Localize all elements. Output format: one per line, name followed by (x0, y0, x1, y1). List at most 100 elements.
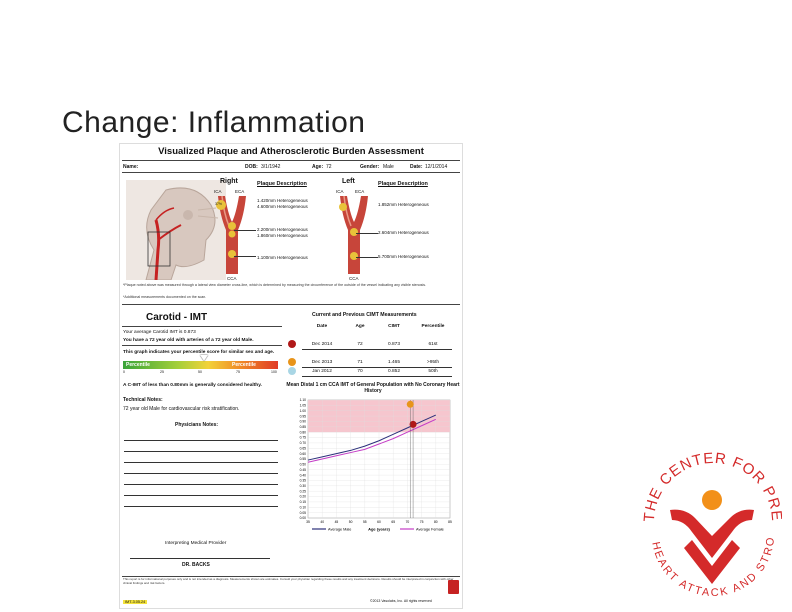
footnote-2: *Additional measurements documented on t… (123, 295, 207, 299)
technical-notes-label: Technical Notes: (123, 397, 163, 403)
y-tick-label: 0.15 (300, 500, 307, 504)
percentile-right-label: Percentile (232, 362, 256, 368)
y-tick-label: 0.20 (300, 495, 307, 499)
report-document: Visualized Plaque and Atherosclerotic Bu… (119, 143, 463, 609)
technical-notes-text: 72 year old Male for cardiovascular risk… (123, 406, 240, 412)
y-tick-label: 0.30 (300, 484, 307, 488)
name-label: Name: (123, 164, 139, 170)
report-title: Visualized Plaque and Atherosclerotic Bu… (158, 146, 424, 157)
col-age: Age (355, 324, 365, 329)
age-label: Age: (312, 164, 324, 170)
vendor-logo-icon (448, 580, 459, 594)
left-plaque-header: Plaque Description (378, 181, 428, 187)
scale-50: 50 (198, 370, 202, 374)
x-tick-label: 85 (448, 520, 452, 524)
y-tick-label: 0.55 (300, 457, 307, 461)
right-stenosis-badge: 37% (215, 202, 223, 206)
footnote-1: *Plaque noted above was measured through… (123, 283, 427, 287)
right-carotid-illustration (212, 195, 252, 274)
right-eca-label: ECA (235, 189, 245, 194)
left-eca-label: ECA (355, 189, 365, 194)
scale-25: 25 (160, 370, 164, 374)
age-value: 72 (326, 164, 332, 170)
series-line-2 (307, 418, 437, 463)
y-tick-label: 0.65 (300, 446, 307, 450)
y-tick-label: 0.35 (300, 479, 307, 483)
right-cca-label: CCA (227, 276, 237, 281)
row2-pct: >95th (426, 360, 440, 365)
y-tick-label: 0.50 (300, 463, 307, 467)
percentile-marker-icon (200, 355, 208, 361)
col-percentile: Percentile (421, 324, 445, 329)
x-tick-label: 40 (320, 520, 324, 524)
dob-label: DOB: (245, 164, 258, 170)
scale-0: 0 (123, 370, 125, 374)
col-cimt: CIMT (388, 324, 400, 329)
y-tick-label: 0.00 (300, 516, 307, 520)
healthy-threshold-note: A C-IMT of less than 0.80mm is generally… (123, 383, 262, 388)
scale-75: 75 (236, 370, 240, 374)
legend-female-label: Average Female (416, 527, 444, 531)
left-title: Left (342, 178, 355, 185)
y-tick-label: 0.10 (300, 505, 307, 509)
gender-label: Gender: (360, 164, 380, 170)
head-anatomy-illustration (126, 180, 226, 280)
measurement-dot-2 (288, 358, 296, 366)
right-title: Right (220, 178, 238, 185)
provider-name: DR. BACKS (182, 562, 210, 568)
right-plaque-3: 2.200mm Heterogeneous (257, 227, 308, 232)
measurement-dot-1 (288, 340, 296, 348)
slide-title: Change: Inflammation (62, 106, 366, 139)
logo-person-body-icon (670, 509, 754, 558)
y-tick-label: 0.90 (300, 420, 307, 424)
y-tick-label: 0.05 (300, 511, 307, 515)
date-label: Date: (410, 164, 423, 170)
x-tick-label: 70 (406, 520, 410, 524)
left-cca-label: CCA (349, 276, 359, 281)
logo-person-head (702, 490, 722, 510)
x-tick-label: 80 (434, 520, 438, 524)
row3-cimt: 0.852 (387, 369, 400, 374)
y-tick-label: 0.45 (300, 468, 307, 472)
row2-age: 71 (357, 360, 363, 365)
left-plaque-2: 2.604mm Heterogeneous (378, 230, 429, 235)
dob-value: 3/1/1942 (261, 164, 281, 170)
x-tick-label: 60 (377, 520, 381, 524)
y-tick-label: 0.75 (300, 436, 307, 440)
right-plaque-1: 1.420mm Heterogeneous (257, 198, 308, 203)
x-tick-label: 35 (306, 520, 310, 524)
right-plaque-2: 4.600mm Heterogeneous (257, 204, 308, 209)
measurement-point-2 (406, 400, 414, 408)
copyright: ©2013 Vasolabs, Inc. All rights reserved (370, 599, 432, 603)
cimt-title: Carotid - IMT (146, 312, 208, 323)
left-carotid-illustration (334, 195, 374, 274)
x-tick-label: 75 (420, 520, 424, 524)
row1-cimt: 0.873 (387, 342, 400, 347)
cimt-average: Your average Carotid IMT is 0.873 (123, 330, 196, 335)
chart-title: Mean Distal 1 cm CCA IMT of General Popu… (286, 382, 460, 394)
y-tick-label: 1.10 (300, 398, 307, 402)
col-date: Date (316, 324, 328, 329)
y-tick-label: 0.80 (300, 430, 307, 434)
y-tick-label: 0.95 (300, 414, 307, 418)
measurement-dot-3 (288, 367, 296, 375)
provider-label: Interpreting Medical Provider (165, 541, 227, 546)
left-plaque-1: 1.852mm Heterogeneous (378, 202, 429, 207)
y-tick-label: 0.70 (300, 441, 307, 445)
right-ica-label: ICA (214, 189, 222, 194)
y-tick-label: 0.60 (300, 452, 307, 456)
y-tick-label: 1.05 (300, 404, 307, 408)
cimt-artery-age: You have a 72 year old with arteries of … (123, 338, 254, 343)
row1-date: Dec 2014 (311, 342, 333, 347)
x-tick-label: 50 (349, 520, 353, 524)
report-code: IMT-3.05.24 (123, 600, 148, 604)
right-plaque-4: 1.860mm Heterogeneous (257, 233, 308, 238)
y-tick-label: 0.40 (300, 473, 307, 477)
disclaimer: This report is for informational purpose… (123, 577, 454, 585)
legend-male-label: Average Male (328, 527, 351, 531)
x-tick-label: 65 (391, 520, 395, 524)
y-tick-label: 0.85 (300, 425, 307, 429)
row1-pct: 61st (428, 342, 438, 347)
y-tick-label: 1.00 (300, 409, 307, 413)
row2-cimt: 1.465 (387, 360, 400, 365)
